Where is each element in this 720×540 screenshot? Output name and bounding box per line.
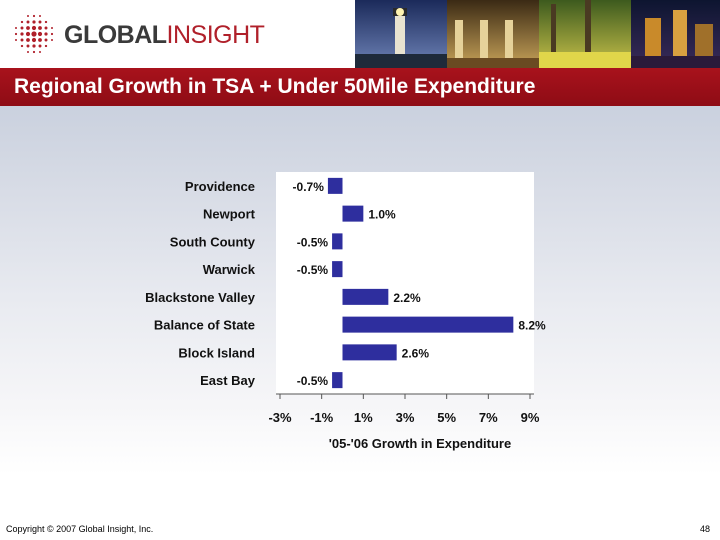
- global-insight-logo: GLOBALINSIGHT: [12, 12, 302, 56]
- plot-area: [276, 172, 534, 394]
- x-tick-label: 1%: [354, 410, 373, 425]
- data-label: -0.5%: [297, 263, 329, 277]
- category-label: Balance of State: [154, 318, 255, 333]
- x-tick-label: 5%: [437, 410, 456, 425]
- bar-blackstone-valley: [342, 288, 389, 305]
- category-label: Block Island: [178, 345, 255, 360]
- bar-newport: [342, 205, 364, 222]
- footer-copyright: Copyright © 2007 Global Insight, Inc.: [6, 524, 154, 534]
- logo-wordmark: GLOBALINSIGHT: [64, 20, 265, 50]
- data-label: -0.5%: [297, 235, 329, 249]
- logo-word-global: GLOBAL: [64, 21, 167, 49]
- bar-warwick: [332, 261, 343, 278]
- data-label: 8.2%: [518, 319, 546, 333]
- logo-sphere-icon: [14, 14, 54, 54]
- data-label: 1.0%: [368, 208, 396, 222]
- category-label: East Bay: [200, 373, 256, 388]
- category-label: South County: [170, 234, 256, 249]
- x-tick-label: 3%: [396, 410, 415, 425]
- logo-word-insight: INSIGHT: [166, 21, 265, 49]
- category-label: Newport: [203, 207, 256, 222]
- header-photo-strip: [355, 0, 720, 68]
- data-label: 2.6%: [402, 346, 430, 360]
- x-tick-label: -1%: [310, 410, 334, 425]
- title-bar: Regional Growth in TSA + Under 50Mile Ex…: [0, 68, 720, 106]
- bar-block-island: [342, 344, 397, 361]
- bar-balance-of-state: [342, 316, 514, 333]
- category-label: Providence: [185, 179, 255, 194]
- data-label: -0.7%: [293, 180, 325, 194]
- bar-providence: [327, 177, 343, 194]
- footer-page-number: 48: [699, 524, 710, 534]
- slide-title: Regional Growth in TSA + Under 50Mile Ex…: [14, 75, 536, 98]
- x-tick-label: 9%: [521, 410, 540, 425]
- bar-east-bay: [332, 372, 343, 389]
- header: GLOBALINSIGHT: [0, 0, 720, 68]
- data-label: 2.2%: [393, 291, 421, 305]
- x-tick-label: -3%: [268, 410, 292, 425]
- x-tick-label: 7%: [479, 410, 498, 425]
- category-label: Blackstone Valley: [145, 290, 256, 305]
- x-axis-label: '05-'06 Growth in Expenditure: [329, 436, 511, 451]
- data-label: -0.5%: [297, 374, 329, 388]
- category-label: Warwick: [203, 262, 256, 277]
- bar-south-county: [332, 233, 343, 250]
